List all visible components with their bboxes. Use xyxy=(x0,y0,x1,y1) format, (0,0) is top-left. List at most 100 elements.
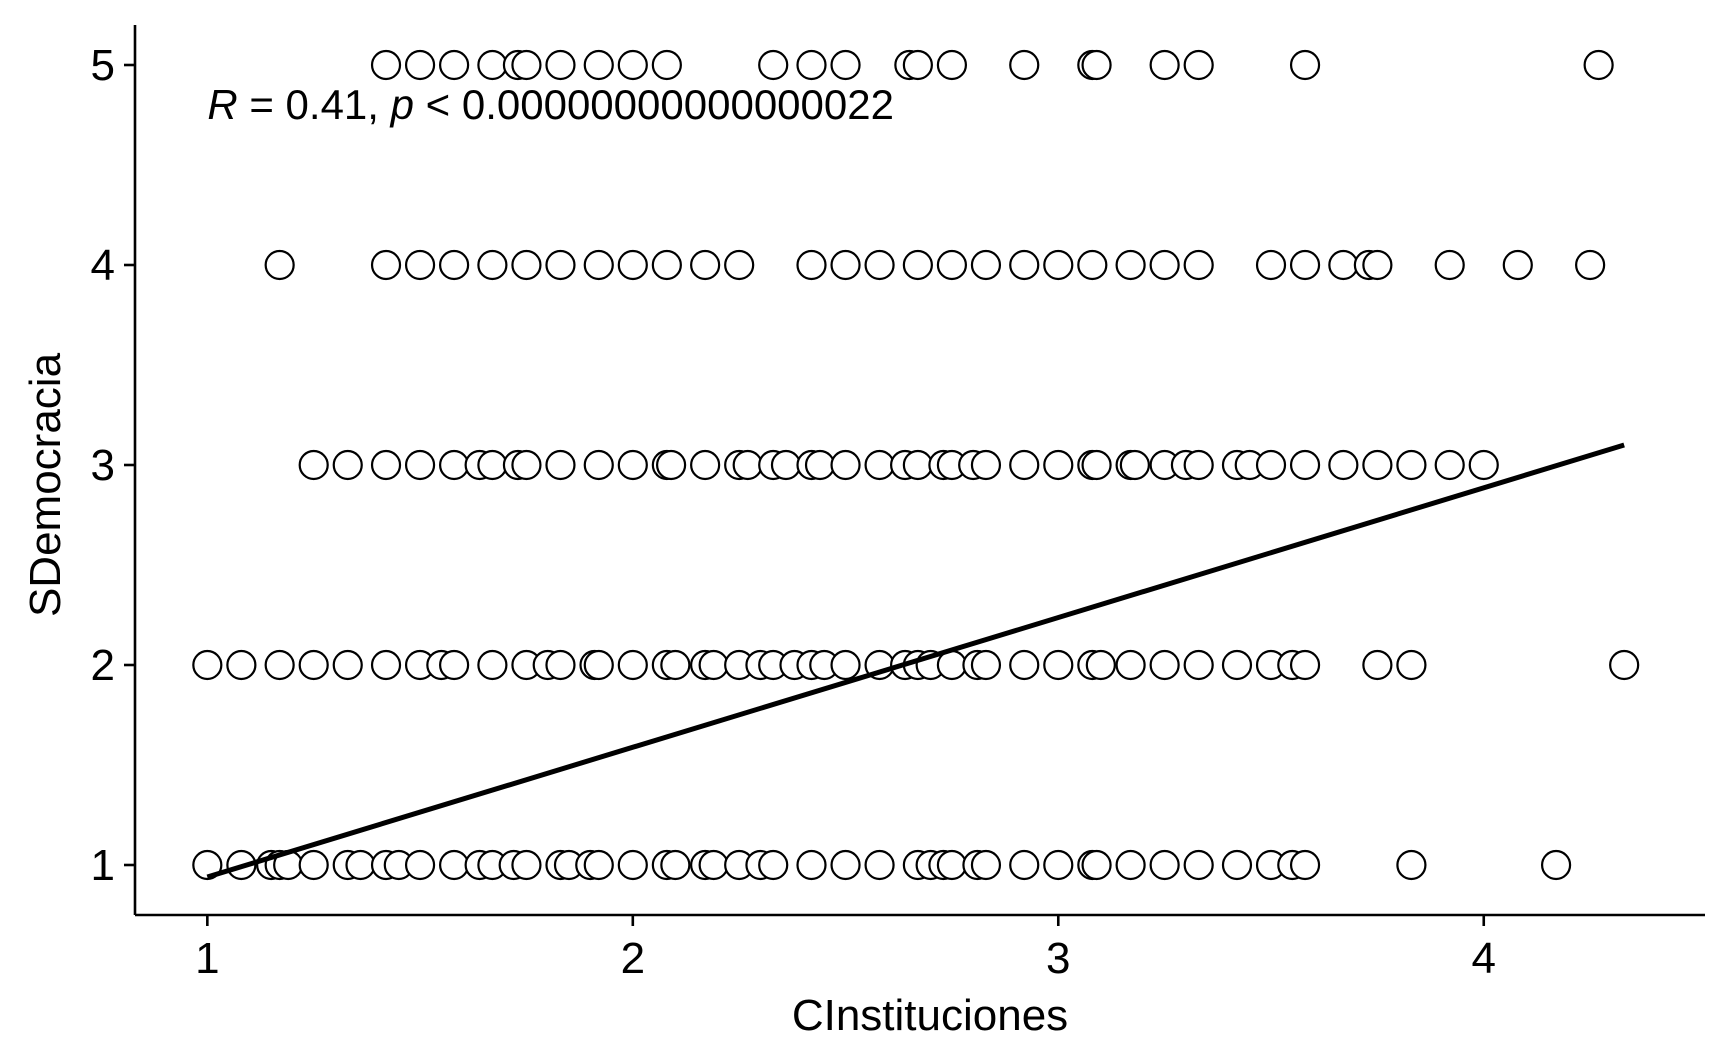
data-point xyxy=(583,249,614,281)
data-point xyxy=(1149,849,1180,881)
data-point xyxy=(864,449,895,481)
data-point xyxy=(511,849,542,881)
data-point xyxy=(1396,649,1427,681)
data-point xyxy=(1081,49,1112,81)
data-point xyxy=(1362,649,1393,681)
data-point xyxy=(1183,249,1214,281)
data-point xyxy=(1115,249,1146,281)
data-point xyxy=(226,649,257,681)
x-axis-ticks: 1 2 3 4 xyxy=(195,915,1496,983)
correlation-annotation: R = 0.41, p < 0.00000000000000022 xyxy=(207,81,894,128)
data-point xyxy=(192,849,223,881)
data-points xyxy=(192,49,1640,881)
data-point xyxy=(1149,649,1180,681)
data-point xyxy=(1043,249,1074,281)
data-point xyxy=(758,849,789,881)
data-point xyxy=(690,449,721,481)
data-point xyxy=(1289,849,1321,881)
data-point xyxy=(1396,849,1427,881)
data-point xyxy=(1077,249,1108,281)
data-point xyxy=(1081,449,1112,481)
data-point xyxy=(770,449,802,481)
data-point xyxy=(1575,249,1606,281)
data-point xyxy=(970,449,1002,481)
data-point xyxy=(804,449,836,481)
data-point xyxy=(651,49,682,81)
data-point xyxy=(511,449,542,481)
data-point xyxy=(439,449,470,481)
data-point xyxy=(332,449,363,481)
data-point xyxy=(1043,849,1074,881)
y-axis-ticks: 1 2 3 4 5 xyxy=(91,41,135,890)
data-point xyxy=(1255,249,1287,281)
r-value: = 0.41, xyxy=(238,81,391,128)
data-point xyxy=(830,449,861,481)
data-point xyxy=(758,49,789,81)
data-point xyxy=(545,649,576,681)
data-point xyxy=(864,249,895,281)
data-point xyxy=(830,849,861,881)
data-point xyxy=(1362,449,1393,481)
p-symbol: p xyxy=(389,81,414,128)
data-point xyxy=(439,49,470,81)
data-point xyxy=(936,49,968,81)
y-tick-label: 2 xyxy=(91,641,115,690)
data-point xyxy=(796,849,827,881)
data-point xyxy=(732,449,763,481)
data-point xyxy=(345,849,376,881)
data-point xyxy=(545,49,576,81)
data-point xyxy=(298,449,329,481)
data-point xyxy=(545,449,576,481)
data-point xyxy=(796,249,827,281)
data-point xyxy=(404,249,436,281)
data-point xyxy=(404,449,436,481)
data-point xyxy=(1149,249,1180,281)
data-point xyxy=(477,649,508,681)
data-point xyxy=(617,49,648,81)
data-point xyxy=(864,849,895,881)
x-tick-label: 3 xyxy=(1046,934,1070,983)
data-point xyxy=(1289,449,1321,481)
data-point xyxy=(617,249,648,281)
x-tick-label: 2 xyxy=(621,934,645,983)
data-point xyxy=(1009,649,1040,681)
data-point xyxy=(655,449,687,481)
data-point xyxy=(1115,849,1146,881)
data-point xyxy=(1009,49,1040,81)
y-tick-label: 4 xyxy=(91,241,115,290)
data-point xyxy=(477,49,508,81)
data-point xyxy=(724,249,755,281)
data-point xyxy=(1221,849,1253,881)
data-point xyxy=(617,449,648,481)
data-point xyxy=(298,849,329,881)
data-point xyxy=(1009,849,1040,881)
data-point xyxy=(332,649,363,681)
data-point xyxy=(1289,649,1321,681)
data-point xyxy=(617,649,648,681)
data-point xyxy=(583,849,614,881)
data-point xyxy=(370,249,402,281)
data-point xyxy=(902,249,933,281)
data-point xyxy=(1009,249,1040,281)
data-point xyxy=(936,849,968,881)
y-tick-label: 5 xyxy=(91,41,115,90)
data-point xyxy=(511,249,542,281)
data-point xyxy=(439,649,470,681)
data-point xyxy=(651,249,682,281)
data-point xyxy=(404,49,436,81)
data-point xyxy=(298,649,329,681)
data-point xyxy=(796,49,827,81)
data-point xyxy=(1081,849,1112,881)
data-point xyxy=(660,849,691,881)
x-axis-title: CInstituciones xyxy=(792,991,1068,1040)
data-point xyxy=(1183,49,1214,81)
data-point xyxy=(1289,49,1321,81)
regression-line xyxy=(206,442,1625,880)
data-point xyxy=(1362,249,1393,281)
data-point xyxy=(1255,449,1287,481)
data-point xyxy=(690,249,721,281)
data-point xyxy=(583,49,614,81)
data-point xyxy=(1609,649,1640,681)
p-value: < 0.00000000000000022 xyxy=(414,81,894,128)
